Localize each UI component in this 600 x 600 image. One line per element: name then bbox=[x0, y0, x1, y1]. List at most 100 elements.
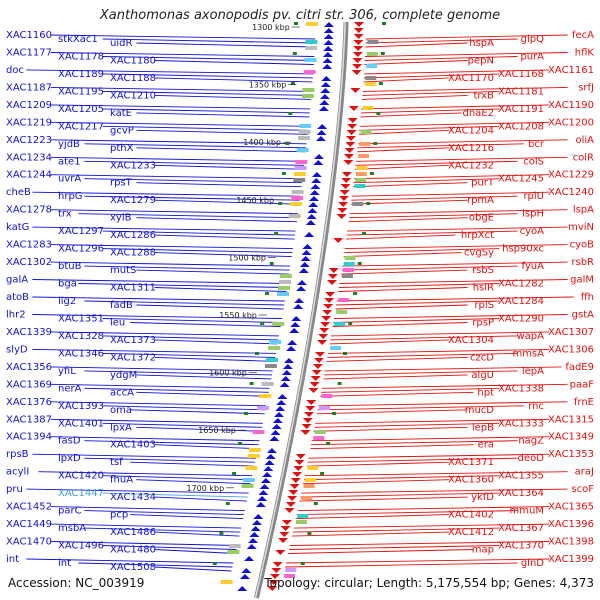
right-gene-label[interactable]: hslR bbox=[473, 283, 494, 294]
left-gene-label[interactable]: XAC1283 bbox=[6, 240, 52, 251]
right-gene-label[interactable]: XAC1367 bbox=[498, 523, 544, 534]
left-gene-label[interactable]: fhuA bbox=[110, 475, 133, 486]
left-gene-label[interactable]: XAC1447 bbox=[58, 488, 104, 499]
left-gene-label[interactable]: XAC1187 bbox=[6, 82, 52, 93]
right-gene-label[interactable]: fyuA bbox=[522, 261, 545, 272]
right-gene-label[interactable]: ispH bbox=[522, 209, 544, 220]
right-gene-label[interactable]: cyoB bbox=[570, 240, 595, 251]
right-gene-label[interactable]: colS bbox=[523, 156, 544, 167]
right-gene-label[interactable]: XAC1307 bbox=[548, 327, 594, 338]
left-gene-label[interactable]: XAC1177 bbox=[6, 48, 52, 59]
left-gene-label[interactable]: tsf bbox=[110, 457, 123, 468]
right-gene-label[interactable]: XAC1360 bbox=[448, 475, 494, 486]
left-gene-label[interactable]: uidR bbox=[110, 38, 132, 49]
right-gene-label[interactable]: XAC1349 bbox=[548, 432, 594, 443]
right-gene-label[interactable]: lepA bbox=[522, 366, 544, 377]
left-gene-label[interactable]: XAC1217 bbox=[58, 121, 104, 132]
right-gene-label[interactable]: XAC1399 bbox=[548, 554, 594, 565]
right-gene-label[interactable]: XAC1191 bbox=[498, 104, 544, 115]
right-gene-label[interactable]: colR bbox=[573, 152, 594, 163]
left-gene-label[interactable]: fasD bbox=[58, 436, 81, 447]
right-gene-label[interactable]: pepN bbox=[468, 56, 494, 67]
left-gene-label[interactable]: XAC1302 bbox=[6, 257, 52, 268]
left-gene-label[interactable]: int bbox=[6, 554, 19, 565]
left-gene-label[interactable]: gcvP bbox=[110, 125, 134, 136]
right-gene-label[interactable]: purT bbox=[471, 178, 495, 189]
right-gene-label[interactable]: XAC1304 bbox=[448, 335, 494, 346]
right-gene-label[interactable]: galM bbox=[570, 275, 594, 286]
left-gene-label[interactable]: XAC1278 bbox=[6, 205, 52, 216]
left-gene-label[interactable]: XAC1288 bbox=[110, 248, 156, 259]
right-gene-label[interactable]: XAC1402 bbox=[448, 510, 494, 521]
right-gene-label[interactable]: XAC1353 bbox=[548, 449, 594, 460]
right-gene-label[interactable]: scoF bbox=[571, 484, 594, 495]
left-gene-label[interactable]: yfiL bbox=[58, 366, 76, 377]
right-gene-label[interactable]: XAC1200 bbox=[548, 117, 594, 128]
left-gene-label[interactable]: hrpG bbox=[58, 191, 83, 202]
right-gene-label[interactable]: XAC1181 bbox=[498, 86, 544, 97]
right-gene-label[interactable]: purA bbox=[520, 52, 544, 63]
left-gene-label[interactable]: XAC1210 bbox=[110, 90, 156, 101]
right-gene-label[interactable]: XAC1240 bbox=[548, 187, 594, 198]
left-gene-label[interactable]: XAC1297 bbox=[58, 226, 104, 237]
right-gene-label[interactable]: rpmA bbox=[467, 195, 494, 206]
right-gene-label[interactable]: XAC1396 bbox=[548, 519, 594, 530]
right-gene-label[interactable]: ykfD bbox=[471, 492, 494, 503]
left-gene-label[interactable]: katE bbox=[110, 108, 132, 119]
right-gene-label[interactable]: hspA bbox=[469, 38, 494, 49]
left-gene-label[interactable]: XAC1496 bbox=[58, 541, 104, 552]
left-gene-label[interactable]: XAC1449 bbox=[6, 519, 52, 530]
right-gene-label[interactable]: XAC1229 bbox=[548, 170, 594, 181]
left-gene-label[interactable]: XAC1209 bbox=[6, 100, 52, 111]
right-gene-label[interactable]: XAC1168 bbox=[498, 69, 544, 80]
left-gene-label[interactable]: XAC1372 bbox=[110, 352, 156, 363]
left-gene-label[interactable]: XAC1376 bbox=[6, 397, 52, 408]
left-gene-label[interactable]: lhr2 bbox=[6, 310, 26, 321]
left-gene-label[interactable]: XAC1286 bbox=[110, 230, 156, 241]
right-gene-label[interactable]: XAC1216 bbox=[448, 143, 494, 154]
right-gene-label[interactable]: XAC1355 bbox=[498, 471, 544, 482]
right-gene-label[interactable]: czcD bbox=[470, 352, 494, 363]
right-gene-label[interactable]: XAC1290 bbox=[498, 314, 544, 325]
right-gene-label[interactable]: cyoA bbox=[520, 226, 545, 237]
right-gene-label[interactable]: XAC1338 bbox=[498, 383, 544, 394]
right-gene-label[interactable]: trxB bbox=[473, 90, 494, 101]
left-gene-label[interactable]: parC bbox=[58, 506, 82, 517]
left-gene-label[interactable]: XAC1178 bbox=[58, 52, 104, 63]
gene-labels[interactable]: XAC1160 stkXac1 uidR XAC1177 XAC1178 XAC1180 d… bbox=[6, 30, 594, 573]
left-gene-label[interactable]: XAC1369 bbox=[6, 379, 52, 390]
left-gene-label[interactable]: XAC1180 bbox=[110, 56, 156, 67]
right-gene-label[interactable]: rplU bbox=[523, 191, 544, 202]
right-gene-label[interactable]: deoD bbox=[518, 453, 545, 464]
right-gene-label[interactable]: glnD bbox=[521, 558, 544, 569]
right-gene-label[interactable]: ffh bbox=[581, 292, 594, 303]
right-gene-label[interactable]: era bbox=[478, 440, 494, 451]
right-gene-label[interactable]: XAC1306 bbox=[548, 344, 594, 355]
left-gene-label[interactable]: XAC1244 bbox=[6, 170, 52, 181]
right-gene-label[interactable]: mmsA bbox=[512, 348, 544, 359]
right-gene-label[interactable]: fadE9 bbox=[565, 362, 594, 373]
right-gene-label[interactable]: XAC1232 bbox=[448, 160, 494, 171]
right-gene-label[interactable]: srfJ bbox=[578, 82, 594, 93]
right-gene-label[interactable]: nagZ bbox=[518, 436, 544, 447]
left-gene-label[interactable]: XAC1486 bbox=[110, 527, 156, 538]
left-gene-label[interactable]: XAC1403 bbox=[110, 440, 156, 451]
left-gene-label[interactable]: accA bbox=[110, 387, 134, 398]
left-gene-label[interactable]: trx bbox=[58, 209, 72, 220]
left-gene-label[interactable]: fadB bbox=[110, 300, 133, 311]
left-gene-label[interactable]: XAC1188 bbox=[110, 73, 156, 84]
left-gene-label[interactable]: stkXac1 bbox=[58, 34, 98, 45]
left-gene-label[interactable]: XAC1328 bbox=[58, 331, 104, 342]
right-gene-label[interactable]: hrpXct bbox=[461, 230, 494, 241]
left-gene-label[interactable]: doc bbox=[6, 65, 24, 76]
left-gene-label[interactable]: XAC1311 bbox=[110, 283, 156, 294]
right-gene-label[interactable]: XAC1170 bbox=[448, 73, 494, 84]
right-gene-label[interactable]: hpt bbox=[477, 387, 494, 398]
right-gene-label[interactable]: XAC1370 bbox=[498, 541, 544, 552]
left-gene-label[interactable]: XAC1470 bbox=[6, 537, 52, 548]
left-gene-label[interactable]: katG bbox=[6, 222, 29, 233]
left-gene-label[interactable]: xylB bbox=[110, 213, 132, 224]
right-gene-label[interactable]: obgE bbox=[469, 213, 494, 224]
right-gene-label[interactable]: wapA bbox=[517, 331, 545, 342]
right-gene-label[interactable]: XAC1204 bbox=[448, 125, 494, 136]
